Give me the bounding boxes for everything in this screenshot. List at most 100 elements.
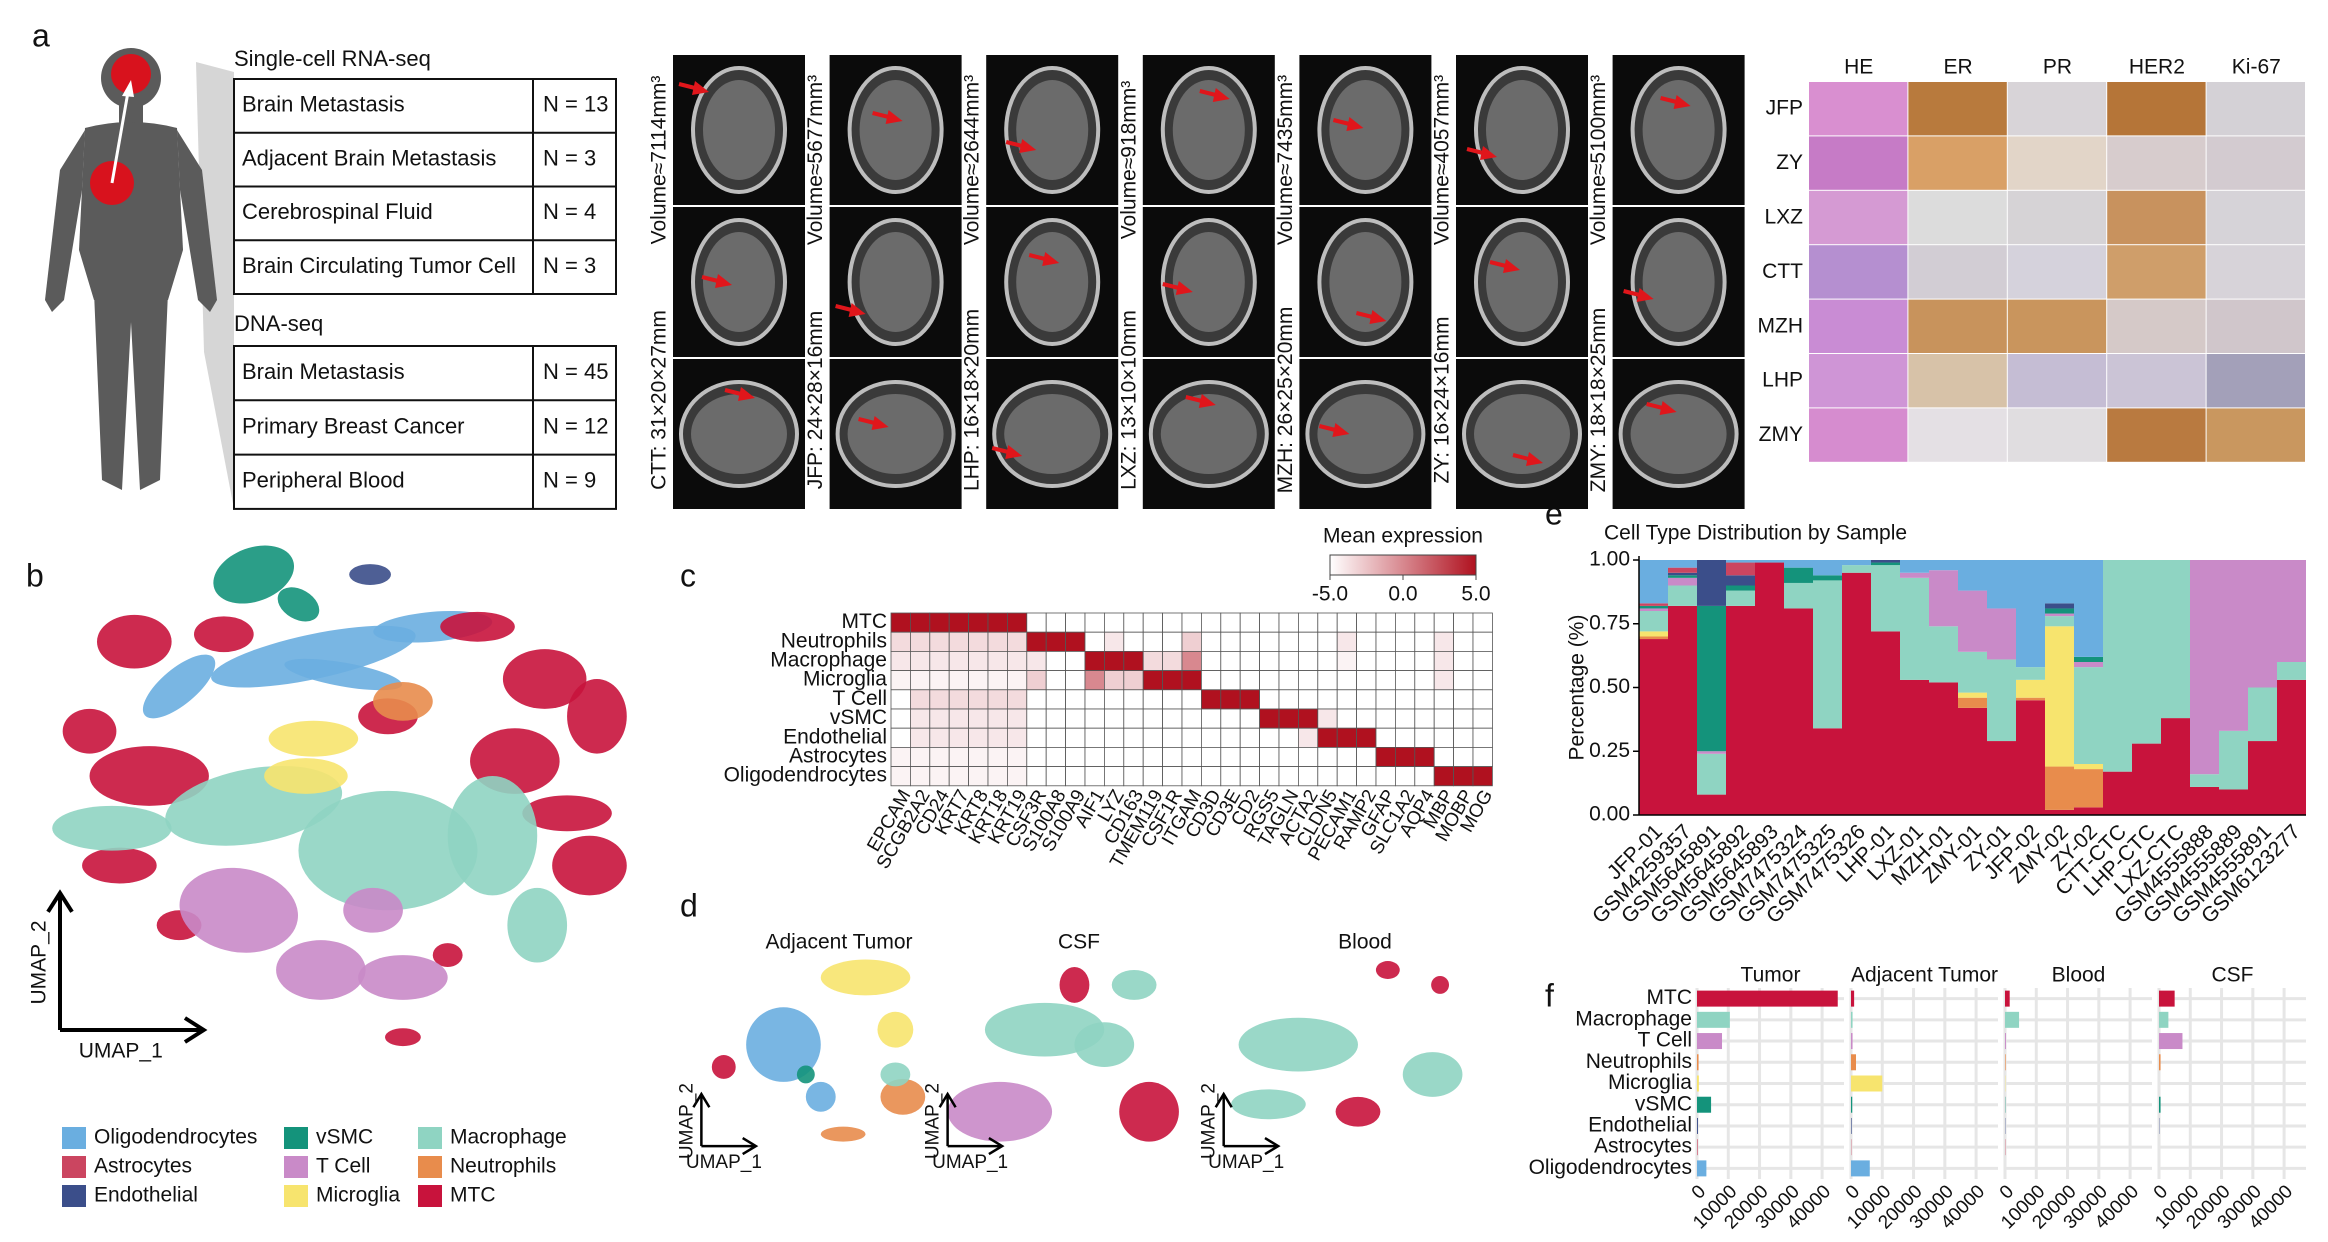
heatmap-cell: [910, 689, 931, 710]
colorbar-title: Mean expression: [1323, 525, 1483, 548]
heatmap-cell: [929, 727, 950, 748]
umap-cluster: [1402, 1052, 1463, 1097]
umap-cluster: [373, 681, 433, 721]
umap-title: CSF: [1058, 931, 1100, 954]
heatmap-cell: [1317, 670, 1338, 691]
heatmap-cell: [1104, 747, 1125, 768]
umap-arrowhead: [46, 889, 74, 913]
heatmap-cell: [1026, 612, 1047, 633]
bar-segment: [1784, 608, 1813, 815]
ihc-image: [2007, 245, 2107, 299]
bar-segment: [1726, 560, 1755, 563]
y-tick-label: 0.25: [1589, 739, 1630, 762]
heatmap-cell: [1317, 708, 1338, 729]
umap-arrowhead: [1214, 1091, 1233, 1108]
heatmap-cell: [1026, 689, 1047, 710]
heatmap-cell: [987, 727, 1008, 748]
mri-size-label: JFP: 24×28×16mm: [804, 311, 827, 490]
umap-y-label: UMAP_2: [676, 1083, 697, 1159]
bar-segment: [1668, 585, 1697, 606]
ihc-image: [2206, 245, 2305, 299]
umap-x-label: UMAP_1: [79, 1040, 163, 1063]
y-tick-label: 0.50: [1589, 675, 1630, 698]
heatmap-cell: [1298, 631, 1319, 652]
bar-segment: [1697, 794, 1726, 815]
heatmap-cell: [1220, 670, 1241, 691]
mri-volume-label: Volume≈7435mm³: [1274, 75, 1297, 245]
mri-brain: [703, 80, 775, 180]
ihc-image: [2107, 136, 2206, 190]
heatmap-cell: [1181, 670, 1202, 691]
ihc-image: [2206, 299, 2305, 353]
heatmap-cell: [1356, 766, 1377, 787]
heatmap-cell: [1298, 651, 1319, 672]
umap-cluster: [1431, 975, 1450, 994]
ihc-stain-label: PR: [2043, 56, 2072, 79]
bar-segment: [2248, 741, 2277, 815]
bar-segment: [2132, 560, 2161, 744]
mri-brain: [1642, 80, 1715, 180]
umap-cluster: [193, 616, 254, 653]
heatmap-row-label: Oligodendrocytes: [724, 764, 887, 787]
heatmap-cell: [1433, 747, 1454, 768]
mri-size-label: MZH: 26×25×20mm: [1274, 307, 1297, 494]
ihc-image: [2206, 136, 2305, 190]
mri-arrowhead: [848, 303, 866, 317]
heatmap-cell: [1065, 612, 1086, 633]
table-cell: N = 13: [543, 92, 608, 117]
umap-cluster: [264, 758, 348, 794]
umap-cluster: [268, 720, 359, 757]
mri-arrowhead: [871, 416, 889, 430]
heatmap-cell: [910, 631, 931, 652]
heatmap-cell: [968, 631, 989, 652]
ihc-image: [2007, 354, 2107, 408]
heatmap-cell: [1201, 747, 1222, 768]
ihc-stain-label: ER: [1944, 56, 1973, 79]
mri-brain: [859, 232, 932, 332]
ihc-image: [1809, 354, 1908, 408]
heatmap-cell: [1317, 766, 1338, 787]
table-cell: Adjacent Brain Metastasis: [242, 145, 496, 170]
bar: [1851, 1075, 1883, 1092]
heatmap-cell: [1433, 631, 1454, 652]
heatmap-cell: [1453, 708, 1474, 729]
facet-title: Tumor: [1741, 964, 1801, 987]
umap-y-label: UMAP_2: [1199, 1083, 1220, 1159]
ihc-patient-label: LHP: [1762, 369, 1803, 392]
panels: Single-cell RNA-seq Brain Metastasis N = 1…: [28, 46, 2306, 1233]
heatmap-cell: [1395, 612, 1416, 633]
heatmap-cell: [968, 670, 989, 691]
heatmap-cell: [1084, 689, 1105, 710]
bar-segment: [1639, 611, 1668, 632]
umap-arrowhead: [742, 1137, 759, 1156]
heatmap-cell: [968, 651, 989, 672]
heatmap-cell: [1045, 631, 1066, 652]
bar-segment: [2045, 626, 2074, 767]
heatmap-cell: [1104, 631, 1125, 652]
ihc-image: [2107, 82, 2206, 136]
heatmap-cell: [968, 689, 989, 710]
ihc-image: [2107, 245, 2206, 299]
umap-cluster: [1111, 969, 1157, 1000]
heatmap-cell: [1239, 651, 1260, 672]
bar-segment: [2219, 789, 2248, 815]
heatmap-cell: [1104, 766, 1125, 787]
heatmap-cell: [1162, 747, 1183, 768]
heatmap-cell: [1045, 747, 1066, 768]
heatmap-cell: [1239, 689, 1260, 710]
legend-label: Microglia: [316, 1184, 400, 1207]
heatmap-cell: [968, 612, 989, 633]
ihc-image: [2206, 354, 2305, 408]
umap-cluster: [52, 805, 172, 851]
bar-segment: [2074, 560, 2103, 657]
table-frame: [233, 345, 617, 510]
umap-cluster: [142, 654, 216, 719]
heatmap-cell: [1414, 651, 1435, 672]
umap-cluster: [1231, 1089, 1306, 1120]
heatmap-cell: [1084, 708, 1105, 729]
heatmap-cell: [1317, 727, 1338, 748]
bar-segment: [1668, 577, 1697, 586]
umap-cluster: [796, 1065, 815, 1084]
heatmap-cell: [1414, 727, 1435, 748]
